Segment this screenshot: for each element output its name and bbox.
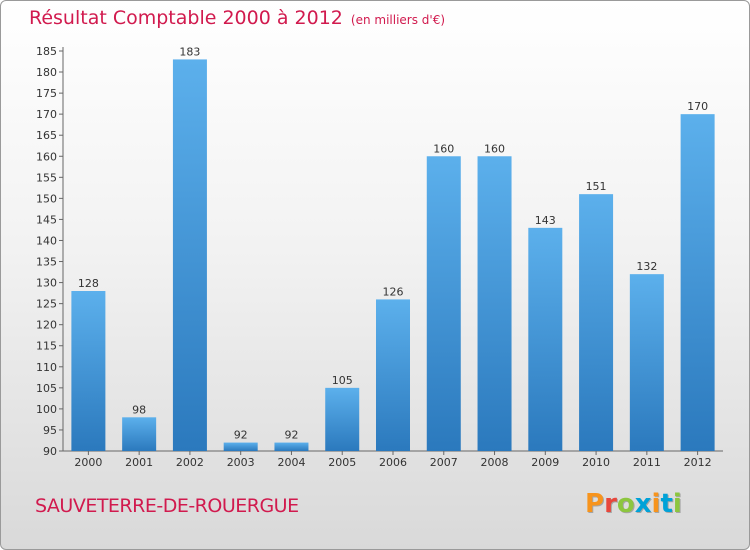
- chart-unit: (en milliers d'€): [350, 13, 446, 27]
- x-tick-label: 2008: [481, 456, 509, 469]
- y-tick-label: 170: [36, 108, 57, 121]
- x-tick-label: 2010: [582, 456, 610, 469]
- city-name: SAUVETERRE-DE-ROUERGUE: [35, 495, 299, 517]
- y-tick-label: 110: [36, 361, 57, 374]
- y-tick-label: 95: [43, 424, 57, 437]
- proxiti-logo: Proxiti: [585, 489, 682, 519]
- data-label: 132: [636, 260, 657, 273]
- logo-letter: P: [585, 489, 605, 519]
- bar-2007: [426, 156, 461, 451]
- y-tick-label: 120: [36, 319, 57, 332]
- logo-letter: t: [660, 489, 673, 519]
- bar-2006: [376, 299, 410, 451]
- bar-2012: [680, 114, 715, 451]
- bar-2009: [528, 227, 563, 451]
- y-tick-label: 165: [36, 129, 57, 142]
- data-label: 143: [535, 214, 556, 227]
- y-tick-label: 185: [36, 45, 57, 58]
- y-tick-label: 100: [36, 403, 57, 416]
- logo-letter: r: [604, 489, 617, 519]
- bar-2010: [579, 194, 614, 451]
- y-tick-label: 180: [36, 66, 57, 79]
- logo-letter: x: [634, 489, 652, 519]
- x-tick-label: 2005: [328, 456, 356, 469]
- bar-2008: [477, 156, 512, 451]
- data-label: 183: [179, 45, 200, 58]
- data-label: 170: [687, 100, 708, 113]
- y-tick-label: 155: [36, 171, 57, 184]
- bar-2000: [71, 291, 106, 451]
- x-tick-label: 2011: [633, 456, 661, 469]
- x-tick-label: 2000: [74, 456, 102, 469]
- x-tick-label: 2009: [531, 456, 559, 469]
- bar-2005: [325, 387, 360, 451]
- y-tick-label: 160: [36, 150, 57, 163]
- y-tick-label: 175: [36, 87, 57, 100]
- y-tick-label: 105: [36, 382, 57, 395]
- y-tick-label: 125: [36, 298, 57, 311]
- logo-letter: i: [651, 489, 661, 519]
- y-tick-label: 90: [43, 445, 57, 458]
- bar-2011: [629, 274, 664, 451]
- data-label: 105: [332, 374, 353, 387]
- chart-title: Résultat Comptable 2000 à 2012 (en millie…: [29, 7, 445, 29]
- bar-2003: [223, 442, 258, 451]
- data-label: 128: [78, 277, 99, 290]
- data-label: 160: [433, 142, 454, 155]
- bar-2002: [172, 59, 207, 451]
- y-tick-label: 150: [36, 192, 57, 205]
- data-label: 98: [132, 403, 146, 416]
- y-tick-label: 145: [36, 213, 57, 226]
- data-label: 151: [586, 180, 607, 193]
- x-tick-label: 2012: [684, 456, 712, 469]
- bar-2001: [122, 417, 157, 451]
- y-tick-label: 135: [36, 256, 57, 269]
- chart-title-text: Résultat Comptable 2000 à 2012: [29, 7, 343, 29]
- bar-2004: [274, 442, 309, 451]
- y-tick-label: 140: [36, 234, 57, 247]
- data-label: 92: [234, 429, 248, 442]
- logo-letter: i: [672, 489, 682, 519]
- y-tick-label: 130: [36, 277, 57, 290]
- x-tick-label: 2003: [227, 456, 255, 469]
- data-label: 126: [383, 285, 404, 298]
- data-label: 160: [484, 142, 505, 155]
- x-tick-label: 2007: [430, 456, 458, 469]
- x-tick-label: 2006: [379, 456, 407, 469]
- y-tick-label: 115: [36, 340, 57, 353]
- x-tick-label: 2004: [277, 456, 305, 469]
- data-label: 92: [284, 429, 298, 442]
- logo-letter: o: [616, 489, 635, 519]
- x-tick-label: 2002: [176, 456, 204, 469]
- x-tick-label: 2001: [125, 456, 153, 469]
